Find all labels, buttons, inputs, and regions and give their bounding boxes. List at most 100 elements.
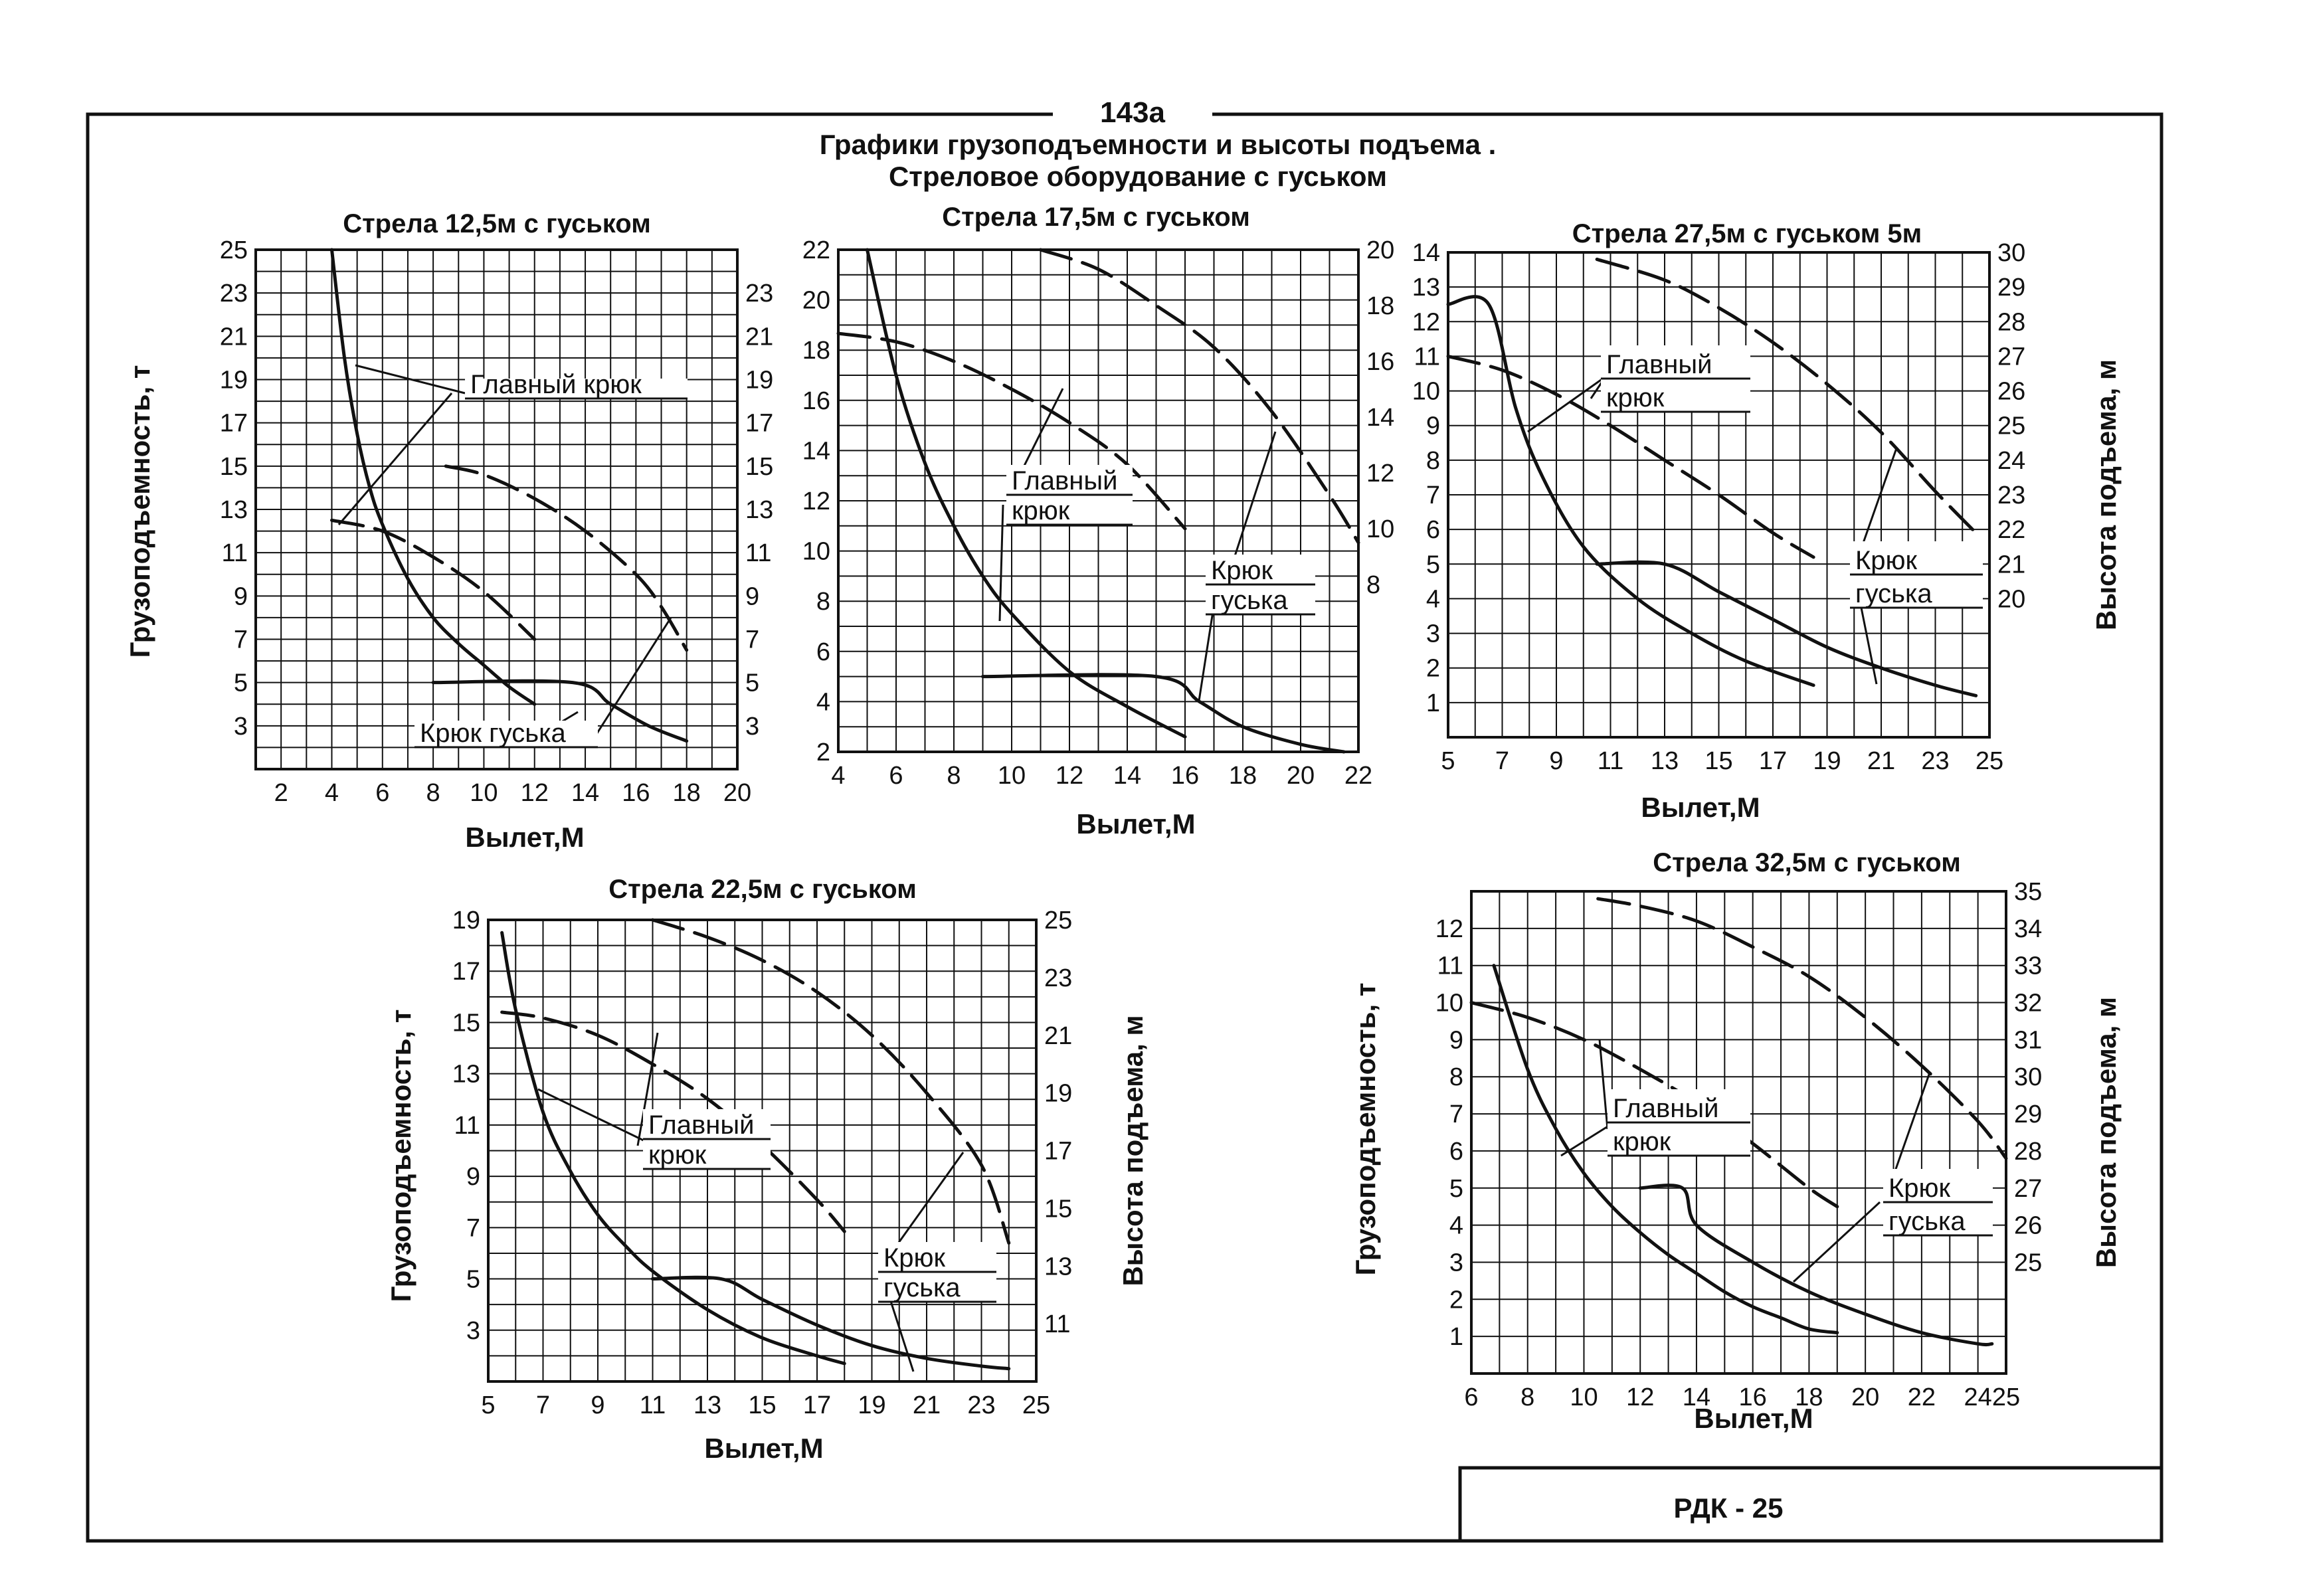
x-tick-label: 4 [325, 779, 339, 807]
annotation-box [465, 379, 688, 399]
y-right-tick-label: 26 [2014, 1212, 2042, 1240]
y-right-tick-label: 34 [2014, 915, 2042, 943]
chart-3: 5 7 9 11 13 15 17 19 21 23 25123456789101112131420… [1412, 219, 2122, 823]
y-right-axis-label: Высота подъема, м [2090, 997, 2122, 1268]
y-right-tick-label: 23 [745, 280, 773, 308]
annotation-label: гуська [1211, 586, 1288, 615]
y-right-tick-label: 29 [1997, 274, 2025, 302]
y-tick-label: 25 [220, 236, 248, 264]
annotation-label: Главный [1606, 350, 1712, 379]
x-tick-label: 10 [1570, 1383, 1598, 1411]
y-right-tick-label: 25 [2014, 1249, 2042, 1277]
y-right-tick-label: 7 [745, 626, 759, 654]
x-tick-label: 20 [1851, 1383, 1879, 1411]
stamp-label: РДК - 25 [1674, 1492, 1784, 1524]
y-tick-label: 10 [802, 538, 830, 566]
y-tick-label: 6 [1449, 1138, 1463, 1166]
x-tick-label: 16 [1739, 1383, 1767, 1411]
y-tick-label: 9 [1426, 412, 1440, 440]
y-tick-label: 2 [1449, 1286, 1463, 1314]
x-tick-label: 5 [1441, 747, 1455, 775]
page-title: Графики грузоподъемности и высоты подъем… [820, 129, 1497, 160]
series-line-capacity [866, 248, 1187, 739]
annotation-leader-line [1560, 1121, 1615, 1157]
annotation-label: гуська [1855, 579, 1932, 608]
plot-frame [487, 919, 1038, 1383]
annotation-label: гуська [1888, 1207, 1966, 1236]
x-tick-label: 11 [640, 1391, 666, 1419]
x-tick-label: 14 [1113, 762, 1141, 790]
annotation-label: Крюк гуська [420, 719, 567, 748]
y-tick-label: 6 [1426, 516, 1440, 544]
x-tick-label: 9 [591, 1391, 604, 1419]
annotation-label: Главный крюк [470, 370, 642, 399]
y-tick-label: 3 [234, 713, 248, 741]
series-line-capacity [981, 673, 1346, 754]
series-line-capacity [1446, 295, 1815, 687]
x-tick-label: 11 [1598, 747, 1623, 775]
chart-title: Стрела 17,5м с гуськом [942, 203, 1250, 232]
y-right-tick-label: 23 [1997, 482, 2025, 509]
annotation-leader-line [355, 364, 466, 395]
x-tick-label: 25 [1976, 747, 2003, 775]
series-line-capacity [651, 1275, 1011, 1371]
y-right-tick-label: 30 [2014, 1063, 2042, 1091]
y-tick-label: 12 [802, 488, 830, 515]
x-tick-label: 16 [1171, 762, 1199, 790]
y-right-tick-label: 3 [745, 713, 759, 741]
x-tick-label: 8 [947, 762, 961, 790]
y-tick-label: 3 [466, 1317, 480, 1345]
chart-5: 6 8 10 12 14 16 18 20 22 24 2512345678910111225262… [1350, 848, 2122, 1434]
series-line-capacity [1492, 964, 1839, 1335]
x-tick-label: 15 [748, 1391, 776, 1419]
annotation-label: крюк [648, 1140, 707, 1170]
y-right-tick-label: 17 [745, 410, 773, 438]
y-right-tick-label: 30 [1997, 239, 2025, 267]
series-line-capacity [1638, 1184, 1994, 1347]
y-right-tick-label: 28 [2014, 1138, 2042, 1166]
y-tick-label: 8 [1449, 1063, 1463, 1091]
y-tick-label: 9 [466, 1163, 480, 1191]
y-tick-label: 1 [1426, 689, 1440, 717]
chart-title: Стрела 12,5м с гуськом [343, 209, 651, 238]
y-tick-label: 9 [1449, 1026, 1463, 1054]
y-tick-label: 1 [1449, 1323, 1463, 1351]
x-tick-label: 22 [1344, 762, 1372, 790]
y-right-tick-label: 22 [1997, 516, 2025, 544]
plot-frame [254, 248, 739, 770]
x-tick-label: 18 [673, 779, 701, 807]
y-tick-label: 16 [802, 387, 830, 415]
y-axis-label: Грузоподъемность, т [124, 365, 155, 658]
x-tick-label: 14 [1683, 1383, 1710, 1411]
y-right-tick-label: 21 [745, 323, 773, 351]
x-tick-label: 21 [913, 1391, 941, 1419]
annotation-label: Крюк [1888, 1174, 1951, 1203]
y-tick-label: 14 [1412, 239, 1440, 267]
x-tick-label: 19 [1813, 747, 1841, 775]
x-tick-label: 8 [426, 779, 440, 807]
x-tick-label: 25 [1022, 1391, 1050, 1419]
y-right-tick-label: 14 [1366, 404, 1394, 432]
y-tick-label: 15 [452, 1009, 480, 1037]
y-right-tick-label: 26 [1997, 378, 2025, 406]
x-tick-label: 19 [858, 1391, 885, 1419]
y-right-tick-label: 27 [2014, 1175, 2042, 1203]
y-tick-label: 2 [816, 739, 830, 766]
y-right-axis-label: Высота подъема, м [1117, 1015, 1149, 1286]
y-right-tick-label: 24 [1997, 447, 2025, 475]
chart-title: Стрела 22,5м с гуськом [608, 875, 917, 904]
annotation-label: гуська [883, 1273, 961, 1302]
y-right-tick-label: 20 [1366, 236, 1394, 264]
y-tick-label: 4 [1426, 585, 1440, 613]
y-right-tick-label: 19 [745, 367, 773, 395]
y-tick-label: 12 [1412, 308, 1440, 336]
y-tick-label: 13 [452, 1061, 480, 1089]
series-line-height [444, 464, 689, 652]
y-tick-label: 2 [1426, 655, 1440, 683]
series-line-height [500, 1010, 846, 1233]
y-tick-label: 6 [816, 638, 830, 666]
y-right-tick-label: 35 [2014, 878, 2042, 906]
x-axis-label: Вылет,М [1694, 1403, 1813, 1434]
y-tick-label: 17 [452, 958, 480, 986]
